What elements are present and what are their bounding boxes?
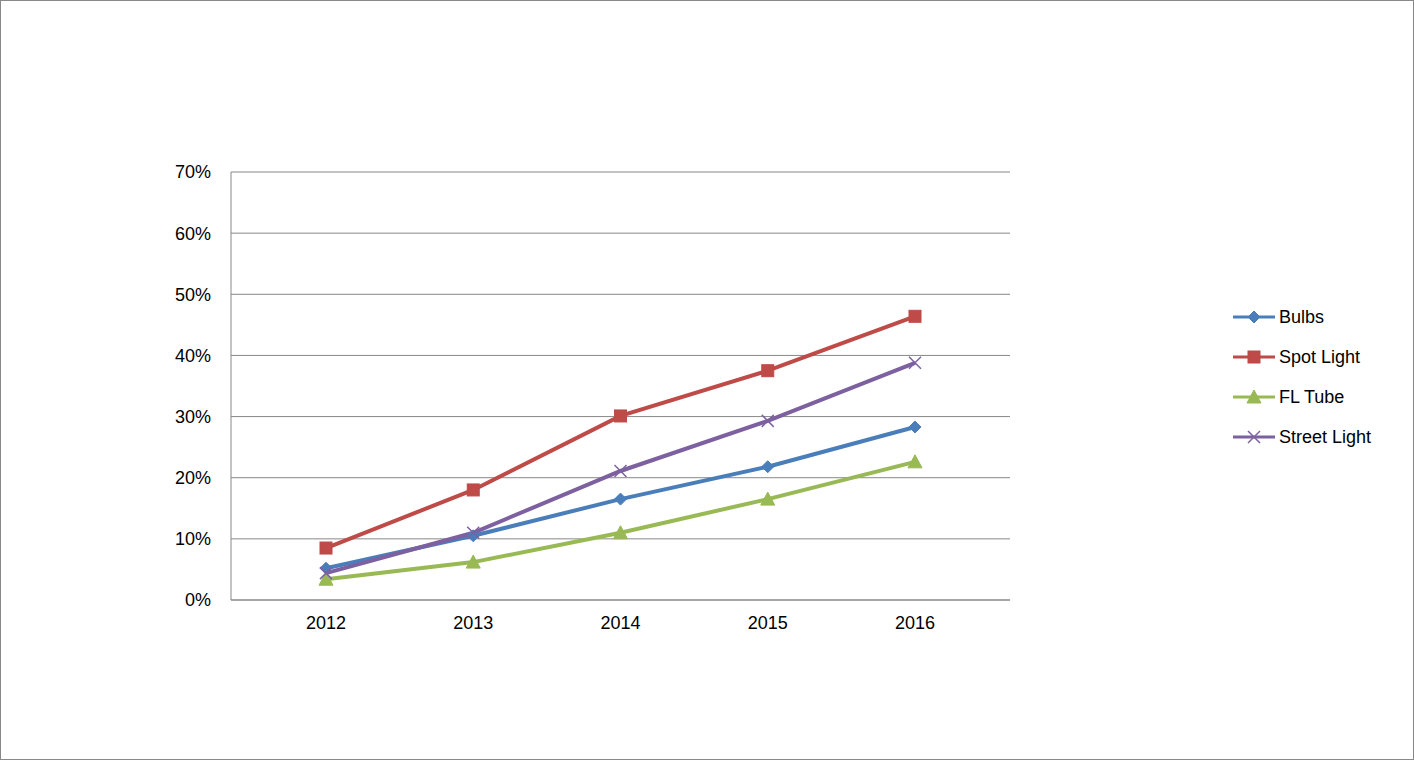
html-text:FL Tube: FL Tube	[1279, 386, 1345, 407]
svg-text:2014: 2014	[600, 613, 640, 633]
svg-text:40%: 40%	[175, 346, 211, 366]
svg-text:2013: 2013	[453, 613, 493, 633]
svg-text:2015: 2015	[748, 613, 788, 633]
svg-text:50%: 50%	[175, 285, 211, 305]
html-text:Bulbs: Bulbs	[1279, 306, 1324, 327]
svg-text:2016: 2016	[895, 613, 935, 633]
html-text:Street Light: Street Light	[1279, 426, 1372, 447]
html-text:Spot Light: Spot Light	[1279, 346, 1361, 367]
svg-text:20%: 20%	[175, 468, 211, 488]
svg-text:2012: 2012	[306, 613, 346, 633]
svg-text:60%: 60%	[175, 224, 211, 244]
svg-text:10%: 10%	[175, 529, 211, 549]
svg-text:0%: 0%	[185, 590, 211, 610]
svg-text:70%: 70%	[175, 162, 211, 182]
svg-text:30%: 30%	[175, 407, 211, 427]
